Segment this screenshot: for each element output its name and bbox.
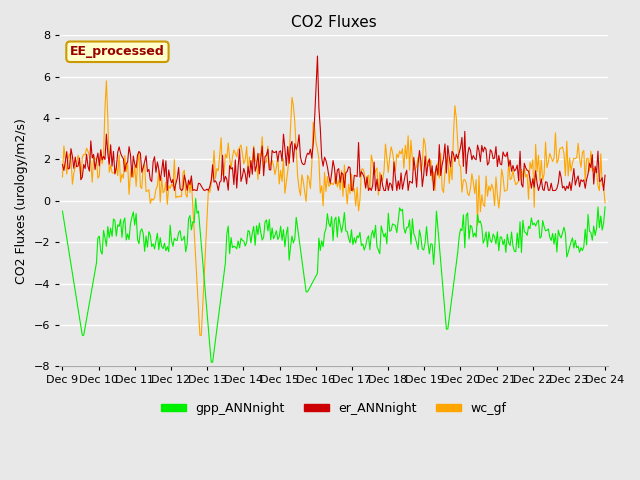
Title: CO2 Fluxes: CO2 Fluxes [291, 15, 376, 30]
Legend: gpp_ANNnight, er_ANNnight, wc_gf: gpp_ANNnight, er_ANNnight, wc_gf [156, 396, 512, 420]
Text: EE_processed: EE_processed [70, 45, 165, 58]
Y-axis label: CO2 Fluxes (urology/m2/s): CO2 Fluxes (urology/m2/s) [15, 118, 28, 284]
